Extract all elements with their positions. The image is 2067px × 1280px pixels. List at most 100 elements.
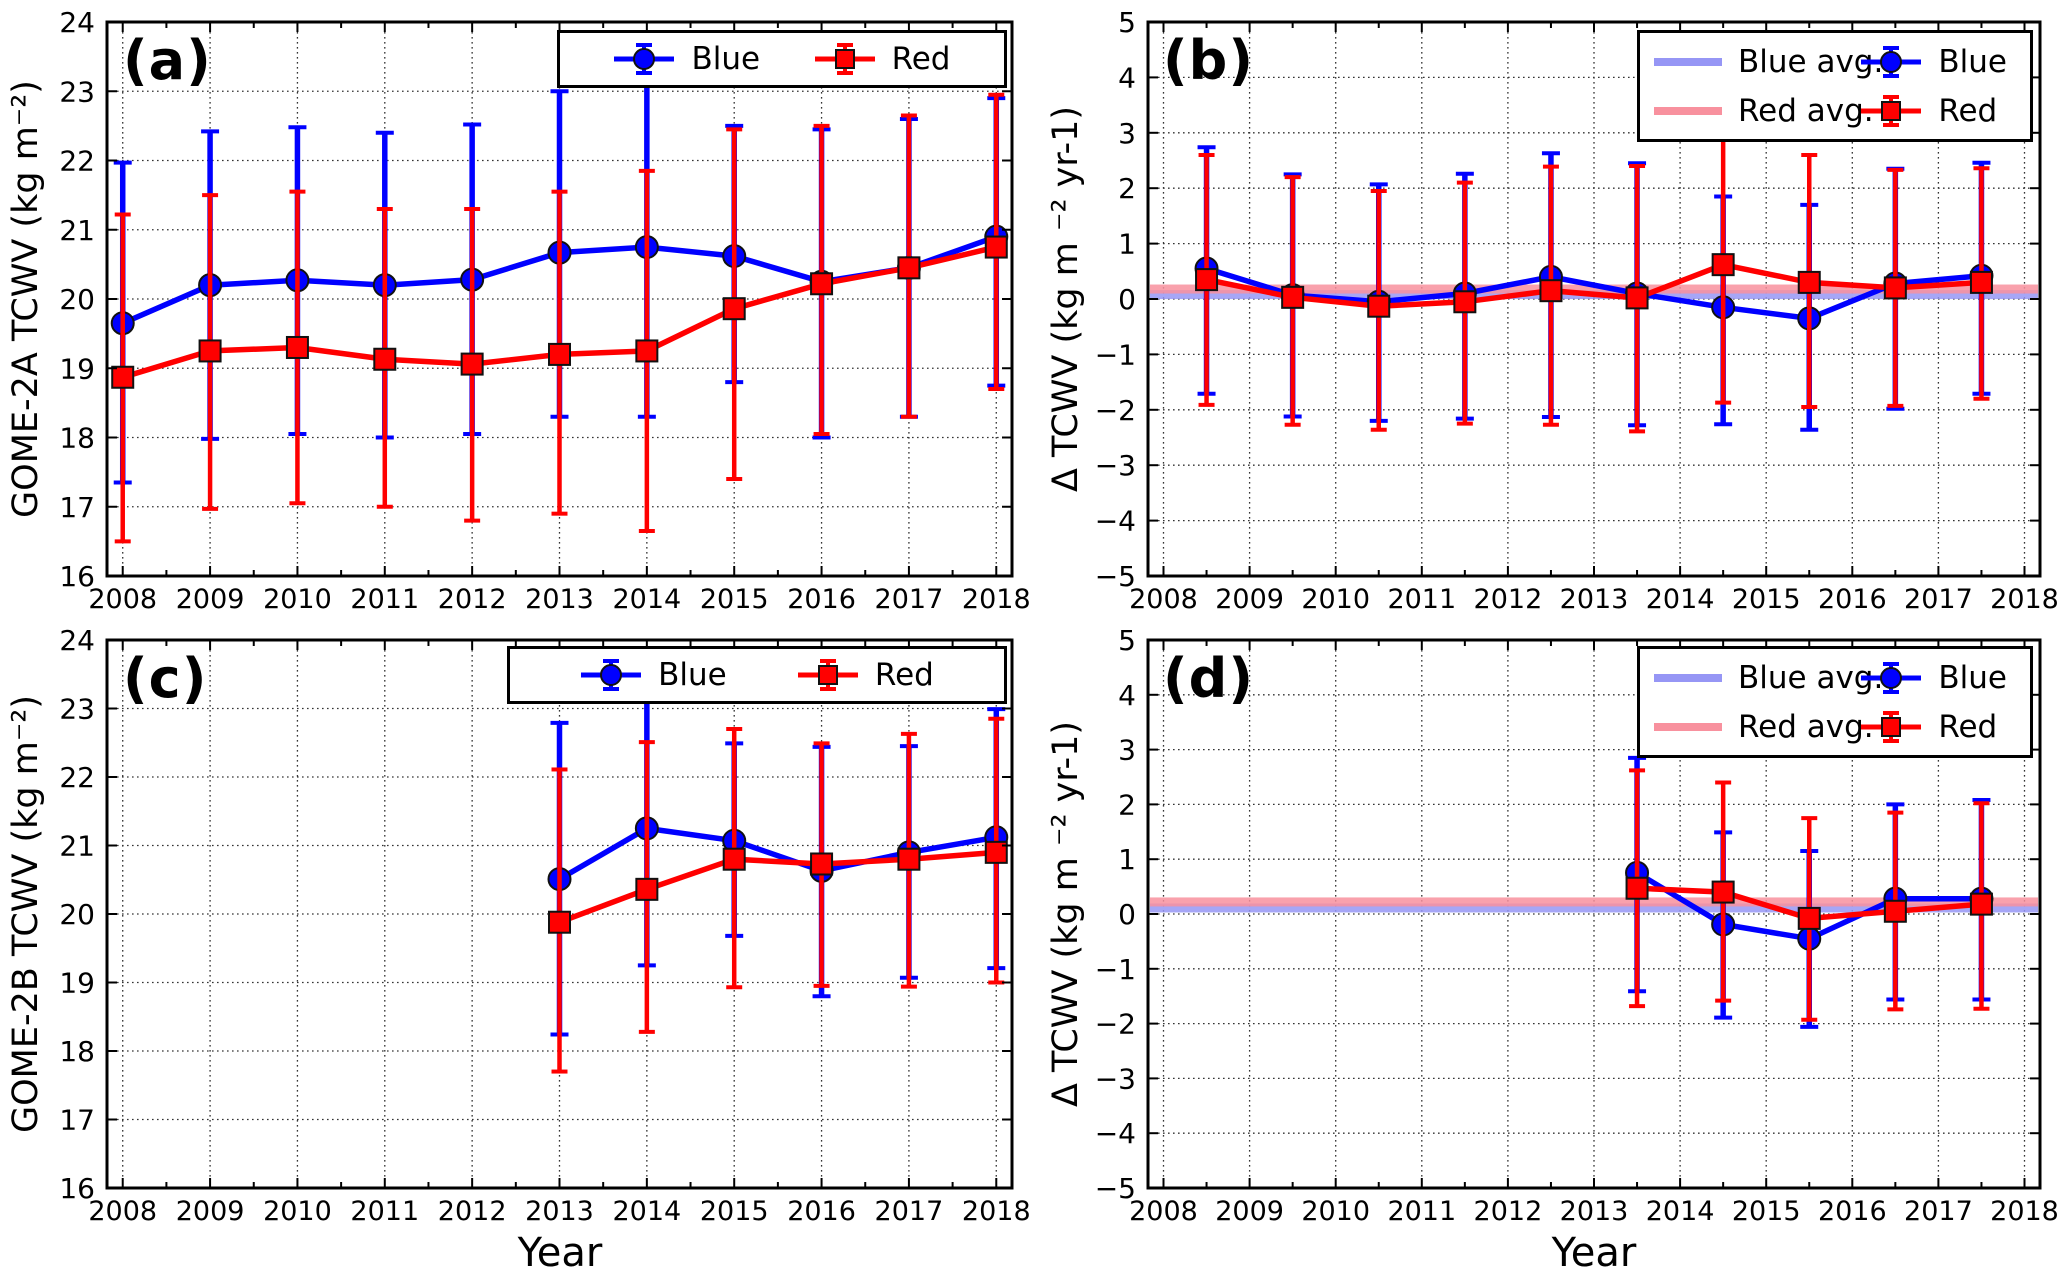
svg-text:2016: 2016 bbox=[1818, 1196, 1887, 1227]
panel-b-legend: Blue avg. Blue Red avg. bbox=[1637, 30, 2033, 142]
svg-text:2012: 2012 bbox=[438, 584, 507, 615]
panel-c-legend: Blue Red bbox=[507, 646, 1007, 704]
svg-text:−1: −1 bbox=[1095, 338, 1136, 371]
blue-errorbar-circle-icon bbox=[613, 41, 675, 77]
svg-text:2015: 2015 bbox=[1732, 584, 1801, 615]
svg-text:22: 22 bbox=[59, 761, 95, 794]
svg-text:2017: 2017 bbox=[1904, 584, 1973, 615]
legend-label: Red bbox=[1938, 92, 1998, 129]
svg-text:2016: 2016 bbox=[787, 1196, 856, 1227]
panel-a-x-tick-labels: 2008 2009 2010 2011 2012 2013 2014 2015 2016 2017… bbox=[88, 584, 1030, 615]
panel-d-ticks bbox=[1148, 639, 2040, 1189]
svg-text:2011: 2011 bbox=[350, 584, 419, 615]
panel-d-avg-line-red_avg bbox=[1150, 897, 2038, 907]
panel-b-series-red bbox=[1195, 125, 1993, 434]
legend-label: Blue bbox=[1938, 659, 2007, 696]
svg-text:16: 16 bbox=[59, 560, 95, 593]
svg-text:2009: 2009 bbox=[1215, 584, 1284, 615]
panel-a-label: (a) bbox=[123, 29, 212, 92]
svg-text:5: 5 bbox=[1118, 624, 1136, 657]
blue-errorbar-circle-icon bbox=[1860, 44, 1922, 80]
legend-label: Blue bbox=[658, 657, 727, 693]
svg-text:19: 19 bbox=[59, 352, 95, 385]
panel-a-y-tick-labels: 16 17 18 19 20 21 22 23 24 bbox=[59, 6, 95, 593]
legend-label: Red bbox=[1938, 708, 1998, 745]
svg-text:−3: −3 bbox=[1095, 449, 1136, 482]
svg-text:2014: 2014 bbox=[1646, 1196, 1715, 1227]
svg-text:2013: 2013 bbox=[1560, 584, 1629, 615]
svg-text:24: 24 bbox=[59, 624, 95, 657]
panel-a: 2008 2009 2010 2011 2012 2013 2014 2015 2016 2017… bbox=[59, 6, 1030, 615]
svg-text:2016: 2016 bbox=[787, 584, 856, 615]
svg-text:2012: 2012 bbox=[1474, 1196, 1543, 1227]
svg-text:2008: 2008 bbox=[88, 1196, 157, 1227]
svg-text:2010: 2010 bbox=[263, 584, 332, 615]
svg-text:21: 21 bbox=[59, 214, 95, 247]
panel-b-x-tick-labels: 2008 2009 2010 2011 2012 2013 2014 2015 2016 2017… bbox=[1129, 584, 2059, 615]
svg-text:2008: 2008 bbox=[88, 584, 157, 615]
panel-a-ticks bbox=[107, 21, 1012, 577]
legend-label: Blue avg. bbox=[1738, 43, 1884, 80]
svg-text:3: 3 bbox=[1118, 117, 1136, 150]
legend-label: Blue bbox=[691, 41, 761, 77]
svg-text:22: 22 bbox=[59, 145, 95, 178]
svg-text:4: 4 bbox=[1118, 679, 1136, 712]
legend-item-blue-avg: Blue avg. bbox=[1654, 44, 1883, 80]
svg-text:2016: 2016 bbox=[1818, 584, 1887, 615]
red-errorbar-square-icon bbox=[814, 41, 876, 77]
svg-text:2013: 2013 bbox=[525, 1196, 594, 1227]
legend-label: Red bbox=[874, 657, 934, 693]
panel-b-y-tick-labels: −5 −4 −3 −2 −1 0 1 2 3 4 5 bbox=[1095, 6, 1136, 593]
panel-c-ticks bbox=[107, 639, 1012, 1189]
panel-d-x-axis-label: Year bbox=[1551, 1230, 1637, 1276]
panel-d-legend: Blue avg. Blue Red avg. bbox=[1637, 646, 2033, 758]
panel-c-x-axis-label: Year bbox=[517, 1230, 603, 1276]
legend-item-blue: Blue bbox=[1860, 660, 2016, 696]
red-errorbar-square-icon bbox=[797, 657, 859, 693]
red-errorbar-square-icon bbox=[1860, 93, 1922, 129]
panel-c-y-axis-label-text: GOME-2B TCWV (kg m⁻²) bbox=[6, 695, 47, 1133]
svg-text:4: 4 bbox=[1118, 61, 1136, 94]
svg-text:24: 24 bbox=[59, 6, 95, 39]
svg-text:2010: 2010 bbox=[1301, 1196, 1370, 1227]
panel-c-red-line bbox=[558, 849, 997, 925]
legend-item-blue: Blue bbox=[1860, 44, 2016, 80]
svg-text:18: 18 bbox=[59, 422, 95, 455]
legend-label: Red avg. bbox=[1738, 708, 1874, 745]
svg-text:−2: −2 bbox=[1095, 1008, 1136, 1041]
svg-text:2011: 2011 bbox=[1387, 1196, 1456, 1227]
svg-text:2: 2 bbox=[1118, 172, 1136, 205]
svg-text:2012: 2012 bbox=[438, 1196, 507, 1227]
panel-b-red-markers bbox=[1195, 253, 1993, 318]
svg-text:2008: 2008 bbox=[1129, 584, 1198, 615]
svg-text:20: 20 bbox=[59, 898, 95, 931]
panel-b-red-line bbox=[1205, 261, 1982, 309]
panel-a-red-markers bbox=[111, 235, 1008, 389]
svg-text:2013: 2013 bbox=[1560, 1196, 1629, 1227]
svg-text:2: 2 bbox=[1118, 788, 1136, 821]
legend-item-red-avg: Red avg. bbox=[1654, 93, 1874, 129]
panel-c-y-axis-label: GOME-2B TCWV (kg m⁻²) bbox=[2, 640, 50, 1188]
svg-text:2010: 2010 bbox=[1301, 584, 1370, 615]
panel-d-red-markers bbox=[1625, 876, 1993, 930]
svg-text:3: 3 bbox=[1118, 734, 1136, 767]
blue-avg-line-icon bbox=[1654, 56, 1722, 68]
legend-item-red: Red bbox=[814, 41, 950, 77]
panel-a-y-axis-label: GOME-2A TCWV (kg m⁻²) bbox=[2, 22, 50, 576]
red-avg-line-icon bbox=[1654, 105, 1722, 117]
svg-text:17: 17 bbox=[59, 491, 95, 524]
panel-c-blue-line bbox=[558, 825, 997, 882]
svg-text:−3: −3 bbox=[1095, 1062, 1136, 1095]
blue-avg-line-icon bbox=[1654, 672, 1722, 684]
svg-text:18: 18 bbox=[59, 1035, 95, 1068]
legend-item-red-avg: Red avg. bbox=[1654, 709, 1874, 745]
panel-c-x-tick-labels: 2008 2009 2010 2011 2012 2013 2014 2015 2016 2017… bbox=[88, 1196, 1030, 1227]
legend-item-red: Red bbox=[1860, 709, 2016, 745]
svg-text:2013: 2013 bbox=[525, 584, 594, 615]
svg-text:2018: 2018 bbox=[962, 1196, 1031, 1227]
legend-item-red: Red bbox=[797, 657, 934, 693]
svg-text:−4: −4 bbox=[1095, 505, 1136, 538]
svg-text:2011: 2011 bbox=[1387, 584, 1456, 615]
panel-c-label: (c) bbox=[123, 647, 208, 710]
